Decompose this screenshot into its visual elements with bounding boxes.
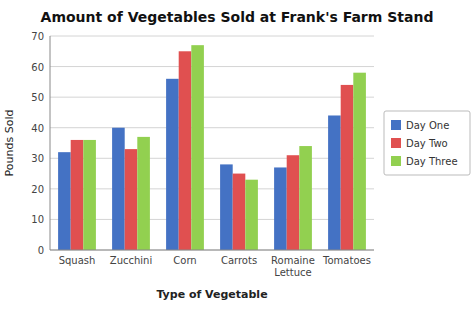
- x-tick-label-line: Tomatoes: [322, 255, 371, 266]
- y-tick-label: 50: [31, 92, 44, 103]
- x-axis-line: [50, 250, 374, 251]
- y-tick-label: 30: [31, 153, 44, 164]
- y-axis-line: [50, 36, 51, 250]
- bar: [245, 180, 258, 250]
- y-tick-label: 0: [38, 245, 44, 256]
- legend-swatch: [391, 120, 401, 130]
- page: {"chart_data": {"type": "bar", "title": …: [0, 0, 474, 309]
- bar: [191, 45, 204, 250]
- x-tick-label: Squash: [59, 255, 96, 266]
- x-tick-label-line: Romaine: [271, 255, 315, 266]
- x-axis-label: Type of Vegetable: [156, 288, 267, 301]
- legend-swatch: [391, 138, 401, 148]
- y-axis-label: Pounds Sold: [3, 110, 16, 177]
- bar: [179, 51, 192, 250]
- y-tick-label: 20: [31, 184, 44, 195]
- legend: Day One Day Two Day Three: [384, 111, 470, 175]
- grid-line: [50, 250, 374, 251]
- y-tick-label: 40: [31, 123, 44, 134]
- x-tick-label-line: Carrots: [221, 255, 257, 266]
- bar: [233, 174, 246, 250]
- x-tick-label: RomaineLettuce: [271, 255, 315, 278]
- bar: [166, 79, 179, 250]
- bar: [137, 137, 150, 250]
- grid-line: [50, 127, 374, 128]
- grid-line: [50, 158, 374, 159]
- x-tick-label-line: Squash: [59, 255, 96, 266]
- grid-line: [50, 219, 374, 220]
- background: [0, 0, 474, 309]
- x-tick-label: Carrots: [221, 255, 257, 266]
- bar: [83, 140, 96, 250]
- grid: [50, 36, 374, 250]
- x-tick-label: Tomatoes: [322, 255, 371, 266]
- grid-line: [50, 36, 374, 37]
- bar: [71, 140, 84, 250]
- legend-label: Day Three: [406, 156, 458, 167]
- chart: Amount of Vegetables Sold at Frank's Far…: [0, 0, 474, 309]
- bar: [299, 146, 312, 250]
- x-tick-label-line: Lettuce: [274, 267, 311, 278]
- y-tick-label: 10: [31, 214, 44, 225]
- bar: [58, 152, 71, 250]
- legend-swatch: [391, 156, 401, 166]
- x-tick-label-line: Corn: [173, 255, 196, 266]
- grid-line: [50, 66, 374, 67]
- bar: [125, 149, 138, 250]
- bar: [274, 167, 287, 250]
- legend-frame: [384, 111, 470, 175]
- bar: [341, 85, 354, 250]
- y-tick-label: 70: [31, 31, 44, 42]
- bar: [353, 73, 366, 250]
- bar: [112, 128, 125, 250]
- legend-label: Day One: [406, 120, 449, 131]
- x-tick-label: Corn: [173, 255, 196, 266]
- bar: [220, 164, 233, 250]
- x-tick-label-line: Zucchini: [110, 255, 152, 266]
- legend-label: Day Two: [406, 138, 448, 149]
- y-tick-label: 60: [31, 62, 44, 73]
- bar: [328, 115, 341, 250]
- x-tick-label: Zucchini: [110, 255, 152, 266]
- bar: [287, 155, 300, 250]
- title: Amount of Vegetables Sold at Frank's Far…: [41, 9, 434, 25]
- grid-line: [50, 97, 374, 98]
- grid-line: [50, 188, 374, 189]
